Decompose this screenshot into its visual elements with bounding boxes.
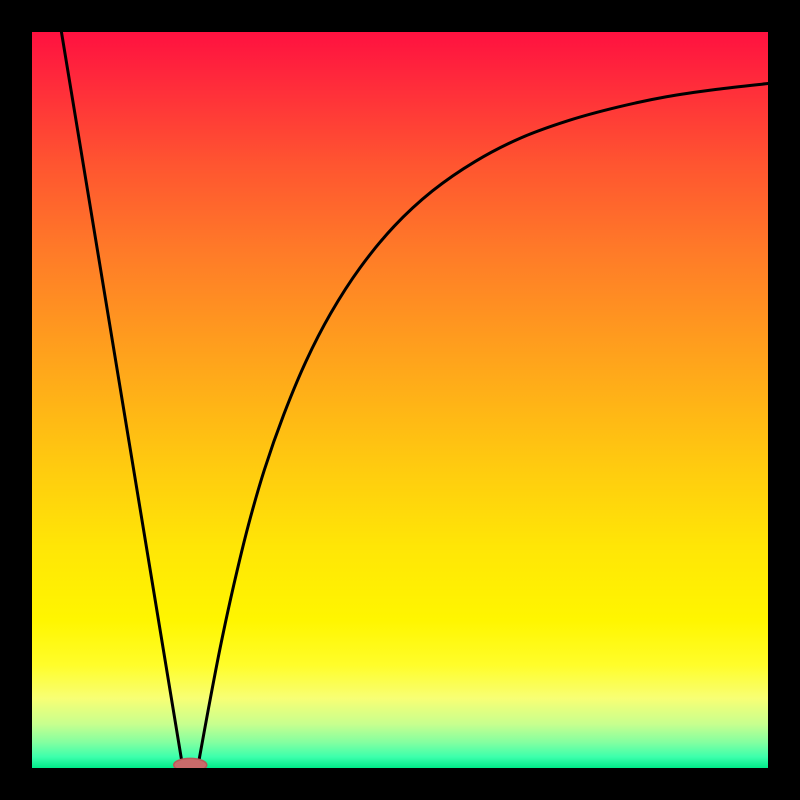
frame-right [768, 0, 800, 800]
gradient-background [32, 32, 768, 768]
frame-top [0, 0, 800, 32]
chart-svg [0, 0, 800, 800]
chart-container: TheBottleneck.com [0, 0, 800, 800]
frame-left [0, 0, 32, 800]
frame-bottom [0, 768, 800, 800]
